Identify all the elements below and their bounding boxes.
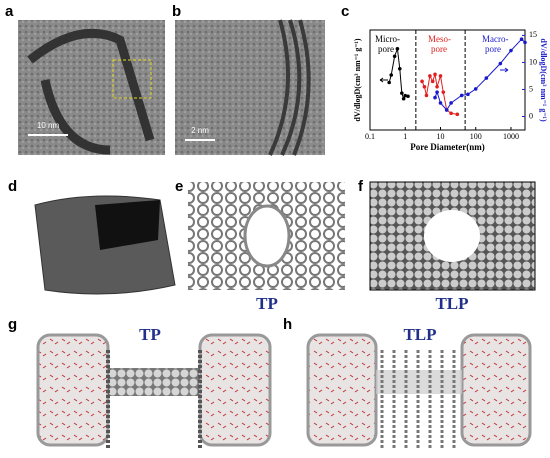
reservoir (306, 333, 378, 447)
point (403, 93, 408, 98)
point (424, 93, 429, 98)
x-tick-label: 0.1 (365, 132, 375, 141)
pore-opening (95, 200, 160, 250)
point (420, 79, 424, 84)
layers (380, 350, 456, 450)
point (438, 74, 443, 78)
panel-label: f (358, 178, 364, 195)
point (433, 72, 437, 77)
point (523, 40, 527, 45)
scale-text: 2 nm (191, 126, 209, 135)
point (519, 37, 524, 41)
reservoir (198, 333, 272, 447)
point (392, 54, 397, 59)
nanotube (108, 368, 200, 396)
point (387, 80, 391, 85)
point (509, 48, 513, 53)
point (484, 76, 489, 80)
y2-tick-label: 0 (529, 111, 533, 120)
panel-label: h (283, 316, 292, 333)
y2-tick-label: 15 (529, 30, 537, 39)
point (466, 92, 470, 97)
caption: TLP (403, 325, 436, 344)
point (444, 108, 449, 112)
panel-label: g (8, 316, 17, 333)
point (422, 84, 427, 89)
caption: TLP (435, 294, 468, 313)
pore (243, 204, 291, 268)
point (401, 96, 406, 101)
tube (27, 28, 155, 155)
point (435, 84, 439, 89)
point (433, 95, 437, 100)
panel-label: b (172, 3, 181, 20)
caption: TP (139, 325, 161, 344)
panel-label: a (5, 3, 14, 20)
point (430, 79, 435, 84)
annotation: pore (378, 44, 394, 54)
y2-tick-label: 5 (529, 84, 533, 93)
fringes (268, 19, 311, 156)
point (397, 66, 402, 71)
point (395, 46, 400, 51)
scale-text: 10 nm (37, 121, 60, 130)
x-tick-label: 10 (436, 132, 444, 141)
panel-label: c (341, 3, 349, 20)
axis-arrow (500, 67, 509, 73)
point (400, 91, 404, 95)
axis-arrow (379, 77, 388, 83)
point (435, 90, 439, 94)
point (498, 61, 503, 66)
x-axis-label: Pore Diameter(nm) (410, 142, 485, 152)
point (459, 93, 464, 98)
annotation: Meso- (428, 34, 451, 44)
pore (424, 210, 480, 262)
x-tick-label: 1000 (503, 132, 519, 141)
y2-axis-label: dV/dlogD(cm³ nm⁻¹ g⁻¹) (539, 38, 548, 122)
x-tick-label: 1 (403, 132, 407, 141)
reservoir (36, 333, 110, 447)
point (473, 87, 478, 91)
caption: TP (256, 294, 278, 313)
zoom-box (112, 59, 152, 99)
point (455, 112, 460, 117)
annotation: Micro- (375, 34, 400, 44)
y2-tick-label: 10 (529, 57, 537, 66)
point (389, 73, 394, 77)
point (449, 111, 453, 116)
point (441, 90, 446, 94)
annotation: Macro- (482, 34, 509, 44)
y-axis-label: dV/dlogD(cm³ nm⁻¹ g⁻¹) (353, 38, 362, 122)
panel-label: e (175, 178, 183, 195)
x-tick-label: 100 (470, 132, 482, 141)
point (438, 101, 443, 105)
panel-label: d (8, 178, 17, 195)
annotation: pore (485, 44, 501, 54)
plot-frame (369, 29, 526, 131)
reservoir (460, 333, 532, 447)
annotation: pore (431, 44, 447, 54)
point (428, 74, 432, 78)
point (406, 94, 410, 99)
point (449, 101, 453, 105)
